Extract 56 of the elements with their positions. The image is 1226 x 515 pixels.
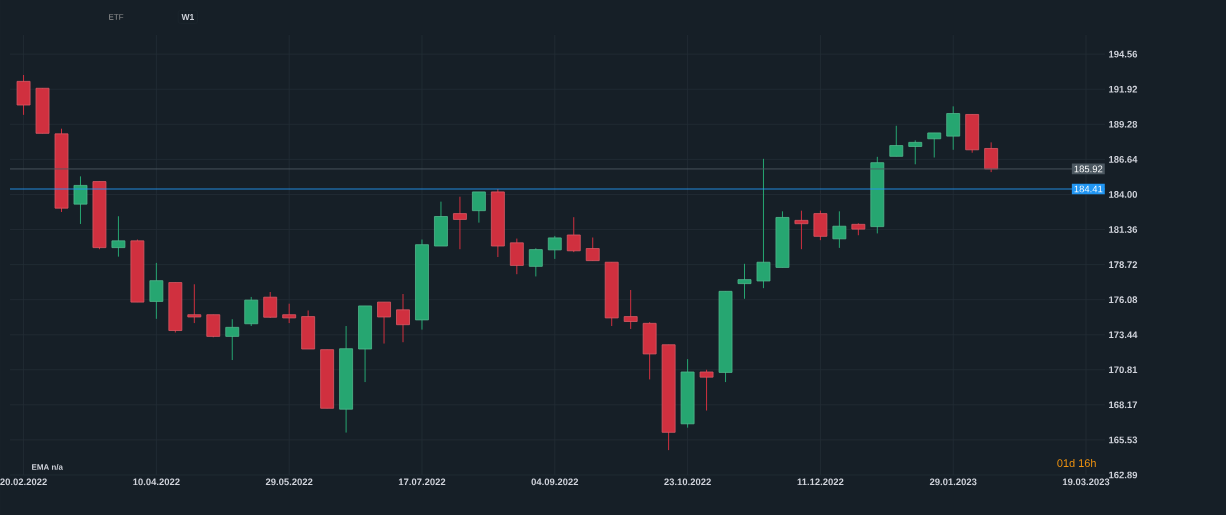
candlestick [946, 105, 961, 151]
candlestick [737, 263, 752, 300]
y-tick-label: 184.00 [1109, 191, 1138, 198]
x-tick-label: 17.07.2022 [398, 478, 446, 486]
y-tick-label: 176.08 [1109, 296, 1138, 304]
candlestick [794, 210, 809, 250]
y-tick-label: 181.36 [1109, 226, 1138, 233]
text: W1 [181, 14, 194, 20]
x-tick-label: 19.03.2023 [1062, 478, 1110, 486]
x-tick-label: 10.04.2022 [133, 478, 180, 486]
x-tick-label: 23.10.2022 [664, 478, 711, 486]
candlestick [699, 369, 714, 412]
candlestick [73, 175, 88, 225]
candlestick [566, 216, 581, 253]
y-tick-label: 168.17 [1109, 401, 1138, 409]
candlestick [984, 141, 999, 173]
y-tick-label: 170.81 [1109, 366, 1138, 374]
candlestick [528, 247, 543, 277]
x-tick-label: 29.05.2022 [265, 478, 313, 486]
candlestick [16, 74, 31, 116]
candlestick [832, 210, 847, 249]
candlestick [908, 139, 923, 165]
candlestick [225, 318, 240, 361]
candlestick [756, 158, 771, 289]
candlestick [396, 293, 410, 343]
x-tick-label: 29.01.2023 [929, 478, 977, 486]
y-tick-label: 178.72 [1109, 261, 1138, 268]
y-tick-label: 194.56 [1109, 50, 1138, 58]
candlestick [244, 296, 259, 327]
candlestick [585, 237, 600, 262]
candlestick [149, 262, 164, 320]
candlestick [813, 210, 828, 241]
y-tick-label: 173.44 [1109, 331, 1138, 339]
candlestick [889, 125, 904, 157]
y-tick-label: 186.64 [1109, 156, 1138, 163]
y-tick-label: 189.28 [1109, 120, 1138, 128]
candlestick [187, 283, 202, 324]
candlestick [547, 235, 562, 260]
candlestick [509, 238, 524, 275]
candlestick [927, 132, 942, 159]
candlestick [623, 289, 638, 330]
y-tick-label: 165.53 [1109, 436, 1138, 444]
candlestick [377, 301, 391, 345]
candlestick [453, 196, 467, 250]
ref-line-label: 185.92 [1074, 165, 1103, 173]
ref-line-label: 184.41 [1074, 185, 1103, 193]
candlestick [282, 303, 297, 324]
y-tick-label: 191.92 [1109, 85, 1138, 93]
annotation: 01d 16h [1057, 458, 1096, 468]
candlestick [471, 191, 486, 224]
x-tick-label: 11.12.2022 [797, 478, 844, 486]
x-tick-label: 20.02.2022 [0, 478, 47, 486]
candlestick [111, 215, 126, 258]
x-tick-label: 04.09.2022 [531, 478, 579, 486]
y-tick-label: 162.89 [1109, 471, 1138, 479]
candlestick [263, 291, 278, 319]
